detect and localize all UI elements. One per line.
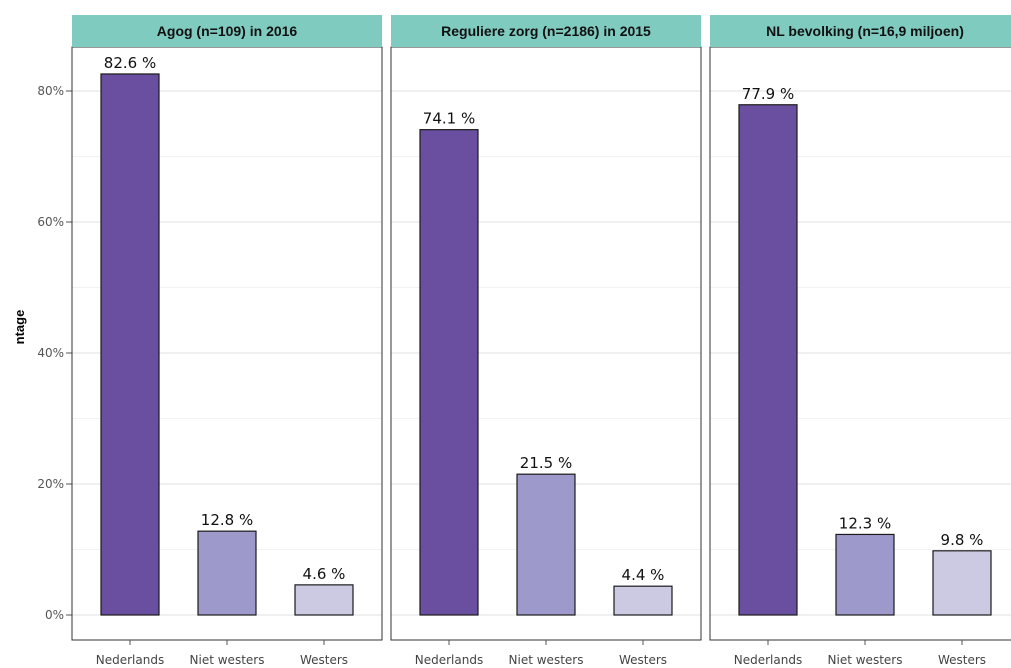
bar-nederlands — [738, 104, 798, 616]
x-tick-label: Niet westers — [509, 653, 584, 667]
bar-nederlands — [100, 73, 160, 616]
bar-value-label: 74.1 % — [423, 110, 475, 128]
y-tick-label: 0% — [45, 608, 64, 622]
facet-title: Reguliere zorg (n=2186) in 2015 — [441, 23, 651, 39]
bar-niet-westers — [197, 530, 257, 616]
y-axis-ticks: 0% 20% 40% 60% 80% — [37, 84, 72, 622]
panel-3: NL bevolking (n=16,9 miljoen) 77.9 % Neder… — [709, 15, 1011, 667]
bar-value-label: 4.6 % — [303, 565, 346, 583]
bar-niet-westers — [835, 533, 895, 616]
y-tick-label: 40% — [37, 346, 64, 360]
bar-value-label: 9.8 % — [941, 531, 984, 549]
bar-value-label: 21.5 % — [520, 454, 572, 472]
facet-strip — [72, 15, 382, 47]
facet-strip — [391, 15, 701, 47]
bar-nederlands — [419, 129, 479, 616]
x-tick-label: Westers — [938, 653, 986, 667]
bar-value-label: 82.6 % — [104, 54, 156, 72]
x-tick-label: Niet westers — [190, 653, 265, 667]
x-tick-label: Westers — [300, 653, 348, 667]
y-axis-label: ntage — [12, 310, 27, 345]
x-tick-label: Westers — [619, 653, 667, 667]
bar-value-label: 77.9 % — [742, 85, 794, 103]
x-tick-label: Niet westers — [828, 653, 903, 667]
bar-westers — [932, 550, 992, 616]
x-tick-label: Nederlands — [415, 653, 483, 667]
facet-title: NL bevolking (n=16,9 miljoen) — [766, 23, 964, 39]
bar-westers — [294, 584, 354, 616]
facet-title: Agog (n=109) in 2016 — [157, 23, 298, 39]
y-tick-label: 80% — [37, 84, 64, 98]
bar-value-label: 4.4 % — [622, 566, 665, 584]
bar-value-label: 12.8 % — [201, 511, 253, 529]
bar-value-label: 12.3 % — [839, 514, 891, 532]
x-tick-label: Nederlands — [96, 653, 164, 667]
facet-strip — [710, 15, 1011, 47]
bar-niet-westers — [516, 473, 576, 616]
y-tick-label: 60% — [37, 215, 64, 229]
x-tick-label: Nederlands — [734, 653, 802, 667]
bar-westers — [613, 585, 673, 616]
y-tick-label: 20% — [37, 477, 64, 491]
panel-2: Reguliere zorg (n=2186) in 2015 74.1 % Ned… — [390, 15, 702, 667]
